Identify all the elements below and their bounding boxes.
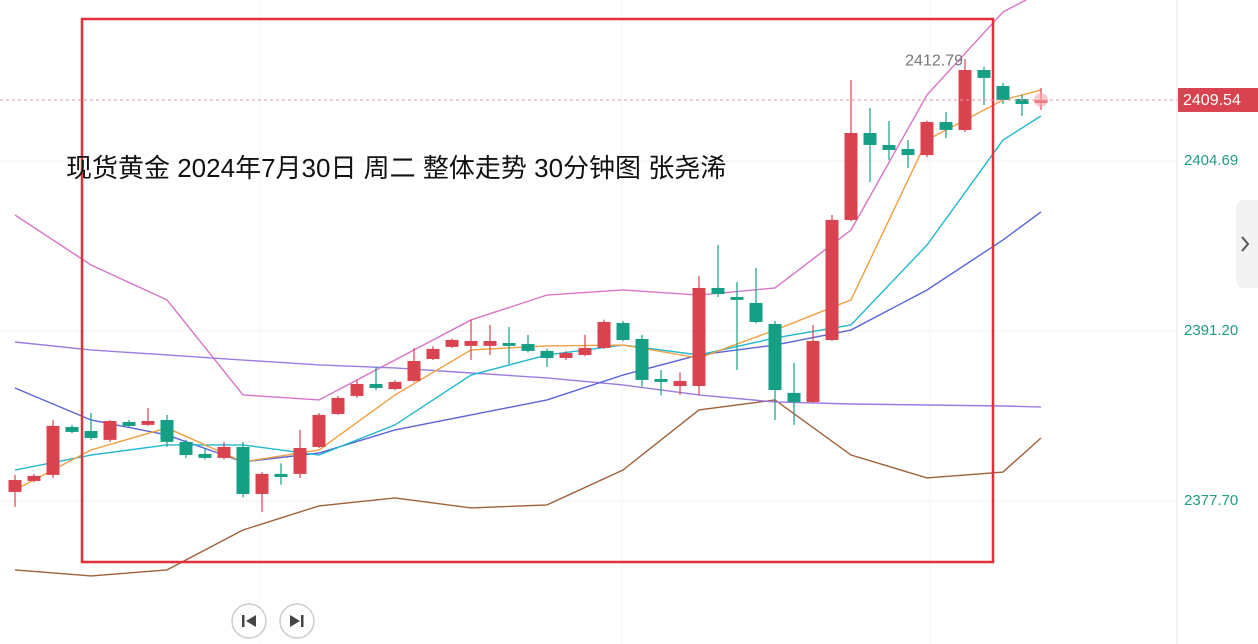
candle-body <box>787 392 801 402</box>
candle-body <box>483 340 497 346</box>
candle-body <box>692 287 706 386</box>
last-price-label: 2409.54 <box>1183 92 1241 109</box>
candle-body <box>1015 98 1029 105</box>
overlay-line <box>14 399 1042 577</box>
candle-body <box>388 381 402 389</box>
candle-body <box>844 132 858 220</box>
candle-body <box>8 479 22 492</box>
candle-body <box>46 425 60 475</box>
candle-body <box>236 446 250 494</box>
candle-body <box>540 350 554 359</box>
chart-title: 现货黄金 2024年7月30日 周二 整体走势 30分钟图 张尧浠 <box>66 153 726 183</box>
icon <box>290 615 300 627</box>
candle-body <box>825 219 839 340</box>
candle-body <box>464 340 478 346</box>
candle-body <box>597 321 611 348</box>
last-price-box <box>1178 87 1258 112</box>
last-price-glow <box>1034 92 1048 107</box>
candle-body <box>312 414 326 447</box>
side-tab[interactable] <box>1236 200 1258 288</box>
candle-body <box>293 447 307 474</box>
candle-body <box>958 69 972 130</box>
candle-body <box>654 378 668 382</box>
candle-body <box>996 85 1010 100</box>
candle-body <box>331 397 345 414</box>
candle-body <box>920 122 934 156</box>
icon <box>242 615 245 627</box>
y-tick-label: 2404.69 <box>1184 152 1238 169</box>
candle-body <box>578 347 592 355</box>
candle-body <box>350 383 364 396</box>
candle-body <box>616 322 630 340</box>
candle-body <box>977 69 991 78</box>
candle-body <box>122 422 136 426</box>
overlay-line <box>14 0 1028 401</box>
candle-body <box>559 352 573 359</box>
candle-body <box>882 144 896 150</box>
candle-body <box>65 426 79 432</box>
candle-body <box>217 446 231 458</box>
next-button[interactable] <box>279 603 315 639</box>
overlay-line <box>14 89 1042 491</box>
high-label: 2412.79 <box>905 52 963 69</box>
candle-body <box>863 132 877 145</box>
candle-body <box>768 323 782 391</box>
candle-body <box>730 297 744 300</box>
candle-body <box>198 454 212 458</box>
candle-body <box>160 419 174 442</box>
candle-body <box>901 148 915 156</box>
grid <box>0 0 1177 644</box>
candle-body <box>84 430 98 439</box>
candle-body <box>426 348 440 360</box>
y-tick-label: 2377.70 <box>1184 492 1238 509</box>
icon <box>246 615 256 627</box>
candle-body <box>141 420 155 425</box>
icon <box>1241 236 1250 252</box>
icon <box>301 615 304 627</box>
y-tick-label: 2391.20 <box>1184 322 1238 339</box>
candle-body <box>673 380 687 386</box>
prev-button[interactable] <box>231 603 267 639</box>
highlight-box <box>80 17 995 564</box>
candle-body <box>179 441 193 456</box>
candle-body <box>369 383 383 388</box>
candle-body <box>27 475 41 481</box>
overlays <box>14 0 1042 577</box>
candles <box>8 59 1048 512</box>
overlay-line <box>14 341 1042 408</box>
candle-body <box>407 361 421 381</box>
candle-body <box>635 338 649 380</box>
candle-body <box>255 473 269 494</box>
candle-body <box>103 420 117 440</box>
candle-body <box>806 340 820 402</box>
candle-body <box>749 302 763 322</box>
candle-body <box>521 344 535 351</box>
candle-body <box>711 287 725 295</box>
candle-body <box>939 122 953 130</box>
candle-body <box>445 339 459 347</box>
candle-body <box>274 473 288 477</box>
candle-body <box>502 343 516 346</box>
